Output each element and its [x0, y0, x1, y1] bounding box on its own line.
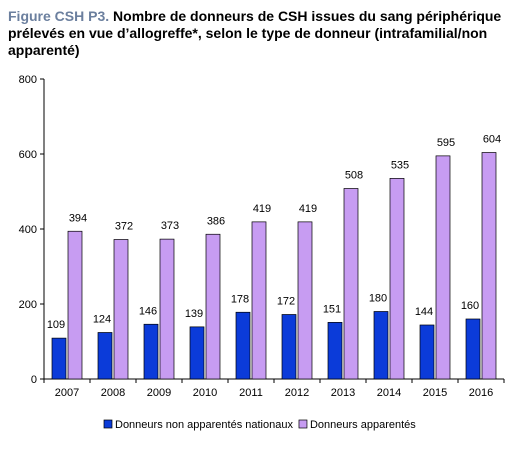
bar-apparentes: [297, 221, 313, 380]
data-label: 386: [207, 215, 225, 227]
bar-non-apparentes: [373, 311, 389, 380]
bar-apparentes: [159, 238, 175, 380]
data-label: 144: [415, 306, 433, 318]
bar-apparentes: [481, 152, 497, 380]
bar-apparentes: [435, 155, 451, 380]
x-tick-label: 2011: [239, 387, 263, 399]
data-label: 372: [115, 221, 133, 233]
legend-label: Donneurs non apparentés nationaux: [115, 419, 293, 431]
legend-label: Donneurs apparentés: [310, 419, 416, 431]
y-tick-label: 600: [19, 149, 37, 161]
bar-apparentes: [67, 230, 83, 380]
data-label: 178: [231, 293, 249, 305]
data-label: 180: [369, 293, 387, 305]
bar-non-apparentes: [465, 318, 481, 380]
data-label: 419: [253, 203, 271, 215]
x-tick-label: 2013: [331, 387, 355, 399]
y-tick-label: 800: [19, 74, 37, 86]
data-label: 604: [483, 134, 501, 146]
bar-non-apparentes: [327, 322, 343, 380]
title-text: Nombre de donneurs de CSH issues du sang…: [8, 8, 502, 58]
data-label: 419: [299, 203, 317, 215]
data-label: 394: [69, 212, 87, 224]
x-tick-label: 2009: [147, 387, 171, 399]
bar-apparentes: [251, 221, 267, 380]
chart-title: Figure CSH P3. Nombre de donneurs de CSH…: [8, 8, 523, 59]
bar-apparentes: [343, 188, 359, 380]
data-label: 535: [391, 159, 409, 171]
bar-non-apparentes: [189, 326, 205, 380]
x-tick-label: 2007: [55, 387, 79, 399]
legend-swatch: [298, 419, 308, 429]
bar-apparentes: [113, 239, 129, 380]
x-tick-label: 2010: [193, 387, 217, 399]
data-label: 109: [47, 319, 65, 331]
bar-non-apparentes: [235, 311, 251, 380]
x-tick-label: 2014: [377, 387, 401, 399]
bar-non-apparentes: [419, 324, 435, 380]
data-label: 595: [437, 137, 455, 149]
y-tick-label: 400: [19, 224, 37, 236]
data-label: 160: [461, 300, 479, 312]
bar-non-apparentes: [281, 314, 297, 380]
x-tick-label: 2012: [285, 387, 309, 399]
data-label: 139: [185, 308, 203, 320]
data-label: 124: [93, 314, 111, 326]
x-tick-label: 2016: [469, 387, 493, 399]
x-tick-label: 2008: [101, 387, 125, 399]
x-tick-label: 2015: [423, 387, 447, 399]
bar-non-apparentes: [51, 337, 67, 380]
legend-swatch: [103, 419, 113, 429]
y-tick-label: 200: [19, 299, 37, 311]
bar-apparentes: [389, 178, 405, 380]
bar-non-apparentes: [97, 332, 113, 380]
bar-apparentes: [205, 233, 221, 380]
data-label: 172: [277, 296, 295, 308]
bar-non-apparentes: [143, 323, 159, 380]
data-label: 373: [161, 220, 179, 232]
data-label: 508: [345, 170, 363, 182]
figure-label: Figure CSH P3.: [8, 8, 110, 24]
data-label: 146: [139, 305, 157, 317]
y-tick-label: 0: [31, 374, 37, 386]
data-label: 151: [323, 303, 341, 315]
